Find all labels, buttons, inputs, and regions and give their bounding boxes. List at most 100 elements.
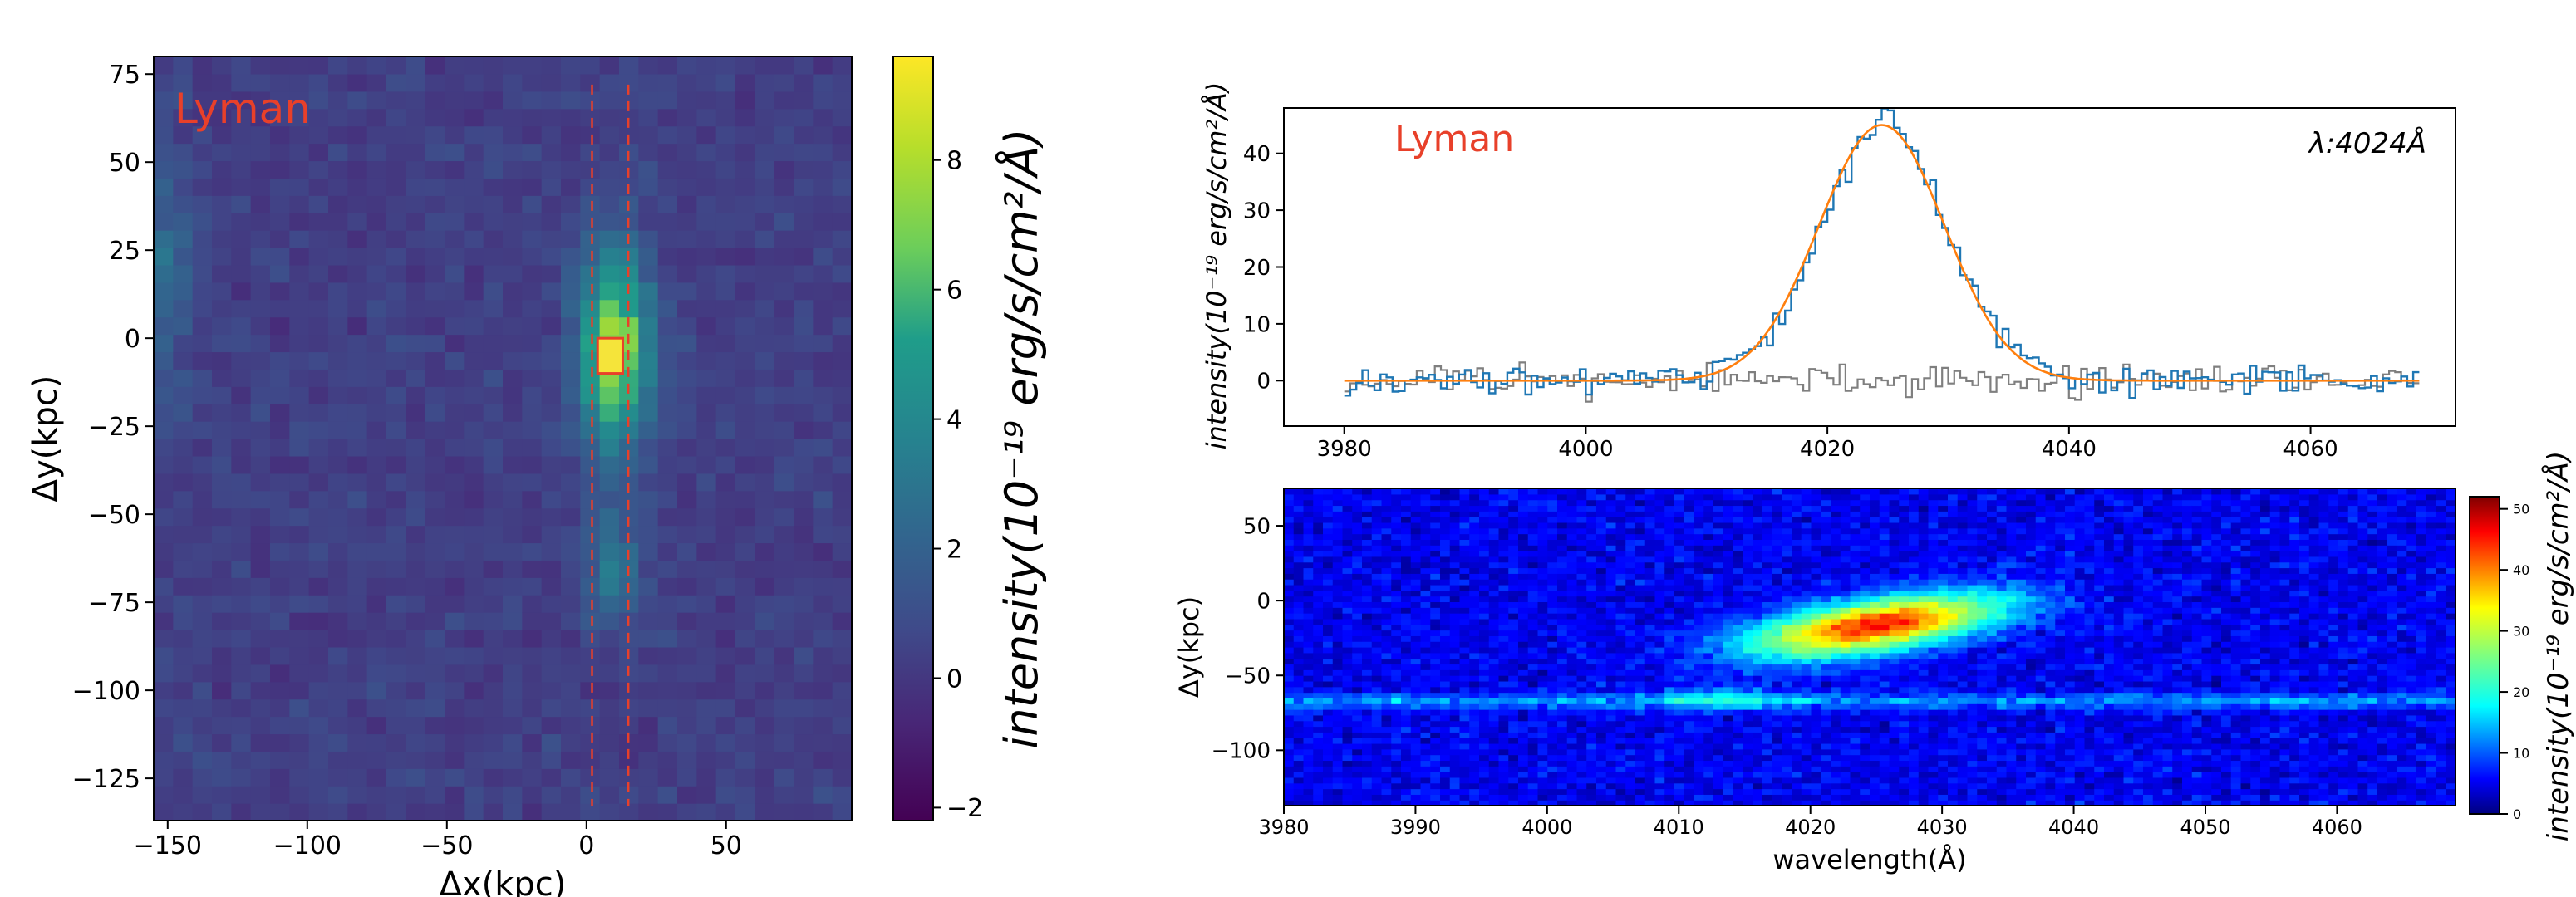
- spectrum2d-cell: [1449, 641, 1461, 648]
- map-cell: [677, 542, 697, 561]
- spectrum2d-cell: [1644, 630, 1656, 636]
- spectrum2d-cell: [1527, 567, 1539, 574]
- map-cell: [386, 386, 406, 404]
- spectrum2d-cell: [1684, 698, 1695, 704]
- map-cell: [794, 404, 814, 422]
- spectrum2d-cell: [1391, 794, 1402, 801]
- spectrum2d-cell: [1605, 567, 1617, 574]
- spectrum2d-cell: [1694, 505, 1704, 512]
- spectrum2d-cell: [1743, 624, 1753, 631]
- spectrum2d-cell: [1840, 488, 1851, 495]
- spectrum2d-cell: [1772, 499, 1782, 507]
- spectrum-label: Lyman: [1394, 118, 1514, 160]
- map-cell: [308, 369, 329, 387]
- spectrum2d-cell: [1792, 652, 1802, 659]
- spectrum2d-cell: [1332, 624, 1344, 631]
- map-cell: [638, 421, 659, 439]
- spectrum2d-cell: [1772, 680, 1782, 688]
- spectrum2d-cell: [1303, 782, 1314, 790]
- map-cell: [735, 439, 755, 457]
- spectrum2d-cell: [1596, 584, 1607, 591]
- spectrum2d-cell: [1635, 754, 1646, 762]
- map-cell: [289, 716, 310, 735]
- spectrum2d-cell: [1313, 641, 1324, 648]
- map-cell: [483, 630, 504, 648]
- spectrum2d-cell: [1342, 777, 1353, 784]
- spectrum2d-cell: [1811, 505, 1821, 512]
- map-cell: [599, 230, 620, 248]
- spectrum2d-cell: [1303, 573, 1314, 580]
- spectrum2d-heatmap: [1284, 488, 2456, 806]
- spectrum2d-cell: [1664, 517, 1675, 523]
- spectrum2d-cell: [1782, 714, 1792, 722]
- spectrum2d-cell: [1821, 584, 1831, 591]
- spectrum2d-cell: [1821, 652, 1831, 659]
- spectrum2d-cell: [1654, 533, 1665, 540]
- spectrum2d-cell: [1362, 709, 1373, 716]
- map-cell: [638, 143, 659, 162]
- spectrum2d-cell: [1371, 567, 1383, 574]
- spectrum2d-cell: [1684, 720, 1695, 728]
- spectrum2d-cell: [1605, 726, 1617, 733]
- spectrum2d-cell: [1831, 675, 1841, 682]
- spectrum2d-cell: [1488, 782, 1500, 790]
- spectrum2d-cell: [1831, 777, 1841, 784]
- spectrum2d-cell: [1625, 545, 1636, 551]
- map-cell: [154, 248, 174, 266]
- map-cell: [541, 195, 562, 213]
- spectrum2d-cell: [1410, 584, 1422, 591]
- map-cell: [308, 91, 329, 110]
- map-cell: [154, 351, 174, 370]
- spectrum2d-cell: [1381, 680, 1392, 688]
- spectrum2d-cell: [1840, 545, 1851, 551]
- map-cell: [231, 334, 252, 353]
- spectrum2d-cell: [1342, 579, 1353, 586]
- spectrum2d-cell: [1586, 527, 1597, 535]
- spectrum2d-cell: [1792, 556, 1802, 563]
- map-cell: [328, 595, 348, 613]
- spectrum2d-cell: [1508, 630, 1519, 636]
- spectrum2d-cell: [1459, 584, 1470, 591]
- map-cell: [212, 264, 232, 283]
- spectrum2d-cell: [1850, 738, 1861, 744]
- map-cell: [212, 299, 232, 318]
- map-cell: [580, 786, 601, 804]
- map-cell: [212, 178, 232, 196]
- spectrum2d-cell: [1323, 680, 1334, 688]
- spectrum2d-cell: [1527, 601, 1539, 608]
- spectrum2d-cell: [1743, 573, 1753, 580]
- spectrum2d-cell: [1401, 517, 1412, 523]
- spectrum2d-cell: [1801, 527, 1812, 535]
- map-cell: [541, 786, 562, 804]
- spectrum2d-cell: [1342, 703, 1353, 710]
- map-cell: [425, 507, 445, 527]
- map-cell: [638, 664, 659, 683]
- spectrum2d-cell: [1772, 522, 1782, 529]
- map-cell: [464, 351, 484, 370]
- map-cell: [696, 733, 717, 752]
- spectrum2d-cell: [1566, 590, 1578, 597]
- spectrum2d-cell: [1733, 607, 1743, 614]
- map-cell: [832, 160, 852, 179]
- spectrum2d-cell: [1449, 675, 1461, 682]
- map-cell: [677, 108, 697, 127]
- spectrum2d-cell: [1430, 527, 1441, 535]
- spectrum2d-cell: [1362, 772, 1373, 778]
- spectrum2d-cell: [1332, 732, 1344, 738]
- spectrum2d-cell: [1733, 760, 1743, 767]
- spectrum2d-cell: [1518, 499, 1529, 507]
- map-cell: [308, 195, 329, 213]
- spectrum2d-cell: [1811, 488, 1821, 495]
- spectrum2d-cell: [1596, 760, 1607, 767]
- map-cell: [735, 698, 755, 718]
- spectrum2d-cell: [1840, 743, 1851, 750]
- spectrum2d-cell: [1518, 647, 1529, 654]
- spectrum2d-cell: [1469, 499, 1480, 507]
- spectrum2d-cell: [1723, 635, 1734, 642]
- spectrum2d-cell: [1821, 709, 1831, 716]
- map-cell: [580, 143, 601, 162]
- map-cell: [580, 439, 601, 457]
- spectrum2d-cell: [1430, 652, 1441, 659]
- spectrum2d-cell: [1498, 561, 1509, 569]
- spectrum2d-cell: [1674, 743, 1685, 750]
